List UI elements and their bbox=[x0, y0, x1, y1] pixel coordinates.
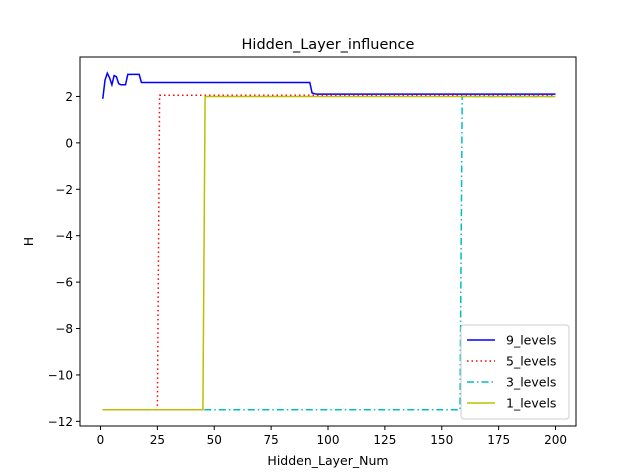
y-tick-label: −12 bbox=[48, 415, 73, 429]
x-axis-label: Hidden_Layer_Num bbox=[267, 453, 388, 468]
y-tick-label: −4 bbox=[55, 229, 73, 243]
y-tick-label: −2 bbox=[55, 183, 73, 197]
legend-box bbox=[460, 324, 570, 420]
y-tick-label: −8 bbox=[55, 322, 73, 336]
x-tick-label: 175 bbox=[487, 433, 510, 447]
legend-label: 3_levels bbox=[506, 375, 556, 390]
x-tick-label: 150 bbox=[430, 433, 453, 447]
x-tick-label: 125 bbox=[373, 433, 396, 447]
chart-title: Hidden_Layer_influence bbox=[242, 37, 415, 53]
legend-label: 9_levels bbox=[506, 333, 556, 348]
x-tick-label: 100 bbox=[317, 433, 340, 447]
legend-label: 5_levels bbox=[506, 354, 556, 369]
plot-frame bbox=[79, 56, 577, 427]
legend: 9_levels 5_levels 3_levels 1_levels bbox=[460, 324, 570, 420]
x-tick-label: 0 bbox=[97, 433, 105, 447]
x-tick-label: 200 bbox=[544, 433, 567, 447]
x-tick-label: 25 bbox=[150, 433, 165, 447]
y-tick-label: −6 bbox=[55, 276, 73, 290]
axis-ticks: 0 25 50 75 100 125 150 175 200 2 0 −2 −4 −6 −8 −10 −12 bbox=[48, 90, 567, 447]
series-line-1_levels bbox=[102, 95, 556, 411]
x-tick-label: 50 bbox=[207, 433, 222, 447]
y-tick-label: 0 bbox=[65, 136, 73, 150]
legend-label: 1_levels bbox=[506, 396, 556, 411]
series-line-9_levels bbox=[102, 71, 556, 99]
y-tick-label: −10 bbox=[48, 368, 73, 382]
y-axis-label: H bbox=[21, 237, 36, 246]
y-tick-label: 2 bbox=[65, 90, 73, 104]
series-lines bbox=[102, 71, 556, 411]
x-tick-label: 75 bbox=[263, 433, 278, 447]
